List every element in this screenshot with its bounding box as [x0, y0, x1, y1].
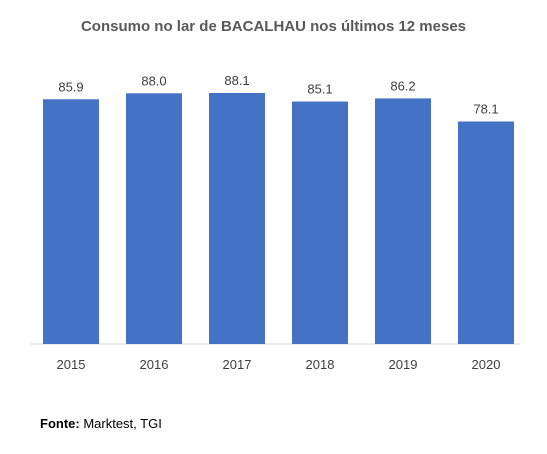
data-label-2019: 86.2	[390, 78, 415, 93]
data-label-2017: 88.1	[224, 73, 249, 88]
bar-2017	[209, 93, 265, 344]
bar-2018	[292, 101, 348, 344]
data-label-2015: 85.9	[58, 79, 83, 94]
chart-title: Consumo no lar de BACALHAU nos últimos 1…	[80, 18, 467, 35]
data-label-2020: 78.1	[473, 101, 498, 116]
data-label-2016: 88.0	[141, 73, 166, 88]
bar-2020	[458, 121, 514, 344]
x-tick-label-2017: 2017	[223, 357, 252, 372]
x-tick-label-2018: 2018	[306, 357, 335, 372]
bar-2016	[126, 93, 182, 344]
bar-2015	[43, 99, 99, 344]
x-tick-label-2019: 2019	[389, 357, 418, 372]
x-tick-label-2015: 2015	[57, 357, 86, 372]
data-labels-group: 85.9 88.0 88.1 85.1 86.2 78.1	[58, 73, 498, 116]
bars-group	[43, 93, 514, 344]
source-key: Fonte:	[40, 416, 80, 431]
data-label-2018: 85.1	[307, 82, 332, 97]
bar-2019	[375, 98, 431, 344]
source-note: Fonte: Marktest, TGI	[40, 416, 162, 431]
x-tick-label-2020: 2020	[472, 357, 501, 372]
source-value: Marktest, TGI	[79, 416, 162, 431]
x-tick-label-2016: 2016	[140, 357, 169, 372]
x-tick-labels-group: 2015 2016 2017 2018 2019 2020	[57, 357, 501, 372]
